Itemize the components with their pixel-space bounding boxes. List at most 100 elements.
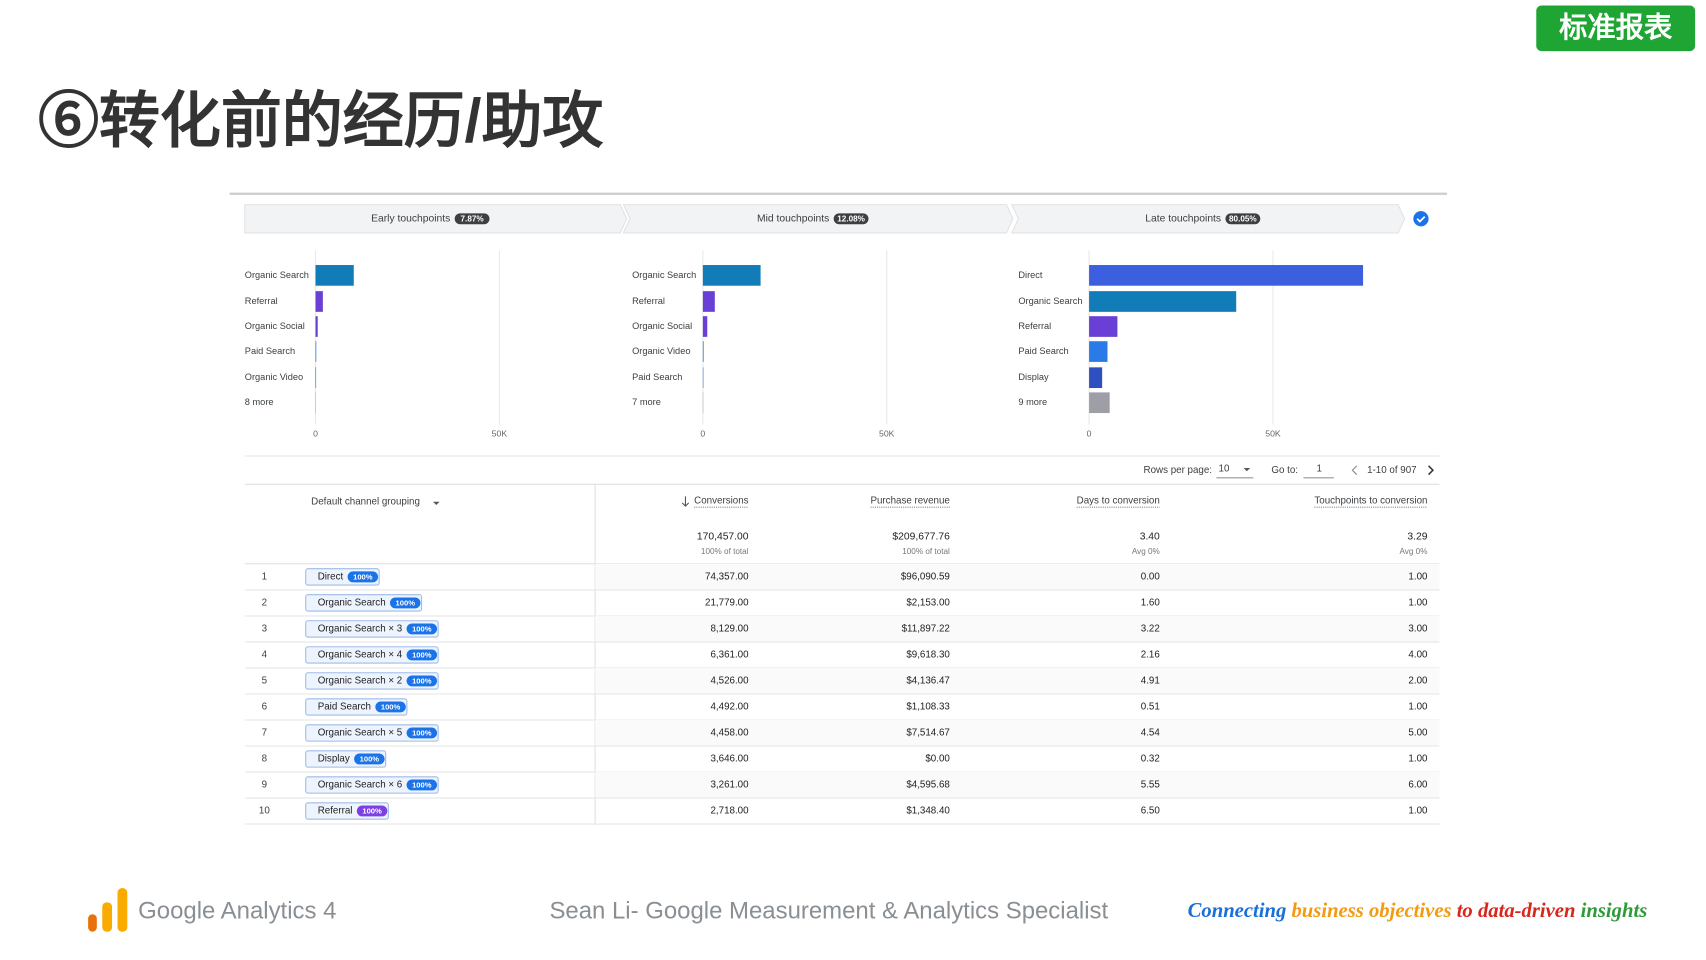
percent-label: 100% <box>381 702 401 711</box>
percent-pill <box>354 753 385 765</box>
row-number: 3 <box>262 623 268 634</box>
y-tick-label: Organic Video <box>245 372 303 382</box>
dropdown-icon <box>1243 468 1251 472</box>
percent-pill <box>356 805 388 817</box>
percent-label: 100% <box>396 598 416 607</box>
percent-pill <box>375 701 406 713</box>
stage-pill <box>1225 213 1261 225</box>
cell: 1.00 <box>1408 597 1428 608</box>
bar <box>1089 316 1118 337</box>
y-tick-label: Organic Search <box>1018 296 1082 306</box>
cell: 5.55 <box>1141 780 1161 791</box>
channel-name: Paid Search <box>318 702 371 713</box>
cell: 4,526.00 <box>710 676 749 687</box>
cell: 4.91 <box>1141 676 1160 687</box>
channel-chip <box>305 776 439 794</box>
row-bg <box>595 771 1440 798</box>
cell: 1.00 <box>1408 702 1428 713</box>
stage-tab <box>622 204 1014 234</box>
stage-pill <box>454 213 490 225</box>
row-bg <box>595 719 1440 746</box>
slogan-part: insights <box>1581 900 1648 922</box>
sort-icon <box>681 496 690 507</box>
row-number: 5 <box>262 676 268 687</box>
y-tick-label: Display <box>1018 372 1049 382</box>
total-value: $209,677.76 <box>892 531 950 542</box>
percent-label: 100% <box>412 650 432 659</box>
logo-bar <box>117 888 128 932</box>
total-note: Avg 0% <box>1400 547 1428 556</box>
check-icon <box>1413 211 1429 227</box>
percent-label: 100% <box>412 729 432 738</box>
slogan-part: to <box>1457 900 1473 922</box>
stage-pct: 7.87% <box>461 214 485 223</box>
y-tick-label: Referral <box>632 296 665 306</box>
channel-name: Display <box>318 754 350 765</box>
goto-input[interactable]: 1 <box>1316 464 1321 475</box>
percent-label: 100% <box>362 807 382 816</box>
slogan: Connecting business objectives to data-d… <box>1188 900 1648 922</box>
channel-name: Organic Search × 3 <box>318 623 403 634</box>
bar <box>702 316 708 337</box>
column-header: Conversions <box>694 495 748 506</box>
percent-pill <box>406 779 438 791</box>
row-bg <box>595 563 1440 590</box>
cell: $4,136.47 <box>906 676 950 687</box>
cell: 3,646.00 <box>710 754 749 765</box>
bar <box>1089 265 1364 286</box>
cell: 8,129.00 <box>710 623 749 634</box>
row-number: 10 <box>259 806 270 817</box>
percent-label: 100% <box>412 781 432 790</box>
rows-label: Rows per page: <box>1144 465 1213 476</box>
channel-name: Organic Search × 5 <box>318 728 403 739</box>
percent-pill <box>390 597 421 609</box>
percent-label: 100% <box>412 624 432 633</box>
cell: 4,492.00 <box>710 702 749 713</box>
slogan-part: business objectives <box>1291 900 1451 922</box>
channel-name: Referral <box>318 806 353 817</box>
cell: 2,718.00 <box>710 806 749 817</box>
bar <box>1089 367 1103 389</box>
stage-label: Early touchpoints <box>371 214 450 225</box>
y-tick-label: Direct <box>1018 270 1043 280</box>
y-tick-label: 9 more <box>1018 397 1047 407</box>
cell: $9,618.30 <box>906 650 950 661</box>
row-number: 9 <box>262 780 267 791</box>
stage-pct: 12.08% <box>837 214 865 223</box>
bar <box>702 367 704 389</box>
total-value: 3.40 <box>1140 531 1160 542</box>
percent-label: 100% <box>412 676 432 685</box>
stage-pct: 80.05% <box>1229 214 1257 223</box>
cell: 0.00 <box>1141 571 1161 582</box>
cell: $1,108.33 <box>906 702 950 713</box>
total-note: Avg 0% <box>1132 547 1160 556</box>
next-page[interactable] <box>1428 465 1434 476</box>
percent-pill <box>406 649 438 661</box>
percent-pill <box>406 727 438 739</box>
channel-chip <box>305 724 439 742</box>
percent-label: 100% <box>360 755 380 764</box>
x-tick-label: 0 <box>700 429 705 439</box>
cell: 4,458.00 <box>710 728 749 739</box>
cell: $0.00 <box>925 754 950 765</box>
percent-label: 100% <box>353 572 373 581</box>
product-name: Google Analytics 4 <box>138 897 336 924</box>
rows-select[interactable]: 10 <box>1219 464 1230 475</box>
total-value: 3.29 <box>1407 531 1427 542</box>
channel-chip <box>305 620 439 638</box>
stage-label: Mid touchpoints <box>757 214 829 225</box>
prev-page[interactable] <box>1351 465 1358 475</box>
row-number: 6 <box>262 702 268 713</box>
cell: 6.50 <box>1141 806 1161 817</box>
row-number: 7 <box>262 728 267 739</box>
stage-tab <box>1010 204 1406 234</box>
bar <box>1089 341 1108 362</box>
cell: 1.00 <box>1408 806 1428 817</box>
cell: 0.51 <box>1141 702 1160 713</box>
y-tick-label: Paid Search <box>1018 346 1068 356</box>
cell: 2.00 <box>1408 676 1428 687</box>
percent-pill <box>406 623 438 635</box>
cell: 4.54 <box>1141 728 1161 739</box>
